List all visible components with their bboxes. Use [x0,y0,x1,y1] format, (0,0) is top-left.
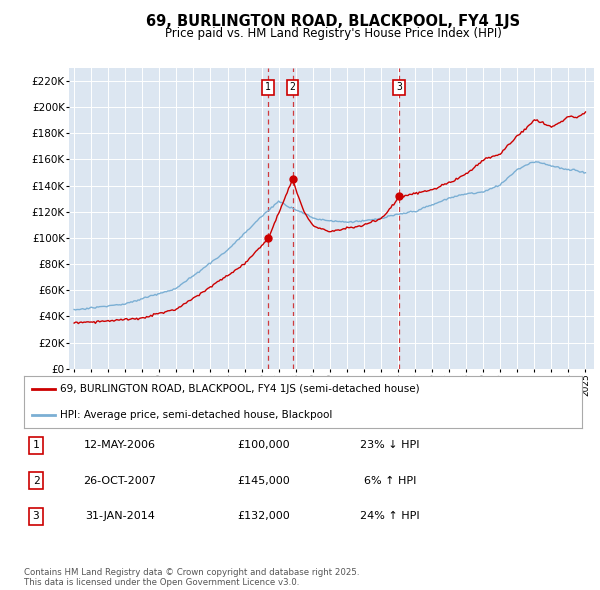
Text: 12-MAY-2006: 12-MAY-2006 [84,441,156,450]
Text: 23% ↓ HPI: 23% ↓ HPI [360,441,420,450]
Text: 26-OCT-2007: 26-OCT-2007 [83,476,157,486]
Text: 31-JAN-2014: 31-JAN-2014 [85,512,155,521]
Text: 1: 1 [265,83,271,93]
Text: HPI: Average price, semi-detached house, Blackpool: HPI: Average price, semi-detached house,… [60,411,332,420]
Text: 69, BURLINGTON ROAD, BLACKPOOL, FY4 1JS (semi-detached house): 69, BURLINGTON ROAD, BLACKPOOL, FY4 1JS … [60,385,420,394]
Text: Price paid vs. HM Land Registry's House Price Index (HPI): Price paid vs. HM Land Registry's House … [164,27,502,40]
Text: 6% ↑ HPI: 6% ↑ HPI [364,476,416,486]
Text: £100,000: £100,000 [238,441,290,450]
Text: 3: 3 [397,83,402,93]
Text: Contains HM Land Registry data © Crown copyright and database right 2025.
This d: Contains HM Land Registry data © Crown c… [24,568,359,587]
Text: 24% ↑ HPI: 24% ↑ HPI [360,512,420,521]
Text: 3: 3 [32,512,40,521]
Text: 69, BURLINGTON ROAD, BLACKPOOL, FY4 1JS: 69, BURLINGTON ROAD, BLACKPOOL, FY4 1JS [146,14,520,30]
Text: £145,000: £145,000 [238,476,290,486]
Text: 1: 1 [32,441,40,450]
Text: 2: 2 [290,83,296,93]
Text: £132,000: £132,000 [238,512,290,521]
Text: 2: 2 [32,476,40,486]
